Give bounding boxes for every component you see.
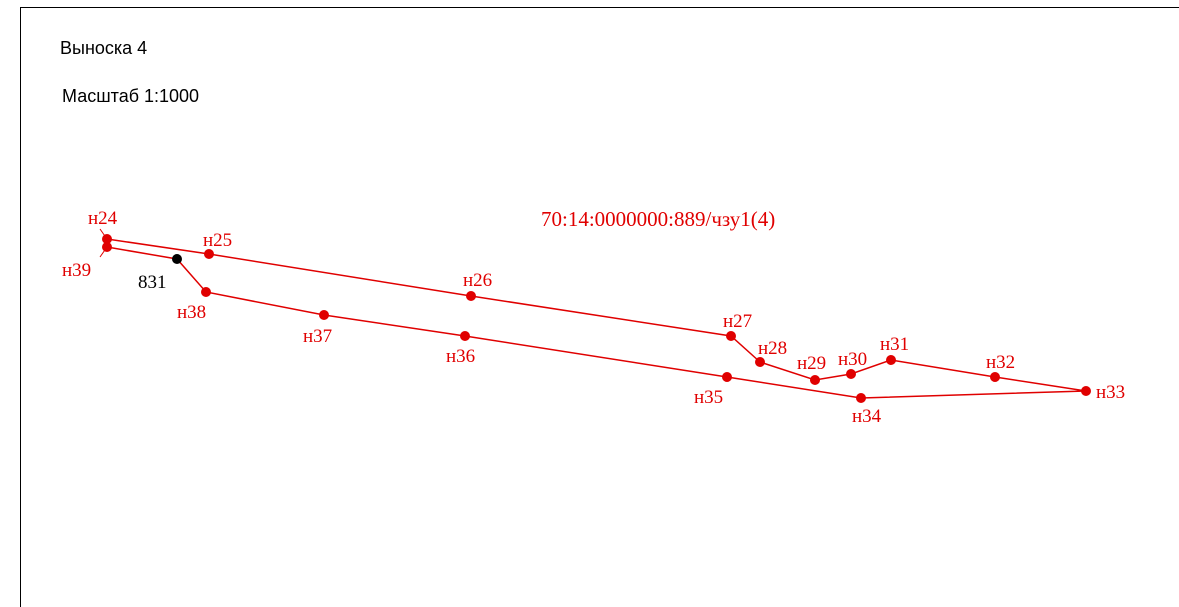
- vertex-831: [172, 254, 182, 264]
- label-n39: н39: [62, 260, 91, 281]
- label-n29: н29: [797, 353, 826, 374]
- parcel-plan: 70:14:0000000:889/чзу1(4) н24 н39 н25 83…: [62, 207, 1125, 427]
- callout-title: Выноска 4: [60, 38, 148, 58]
- scale-label: Масштаб 1:1000: [62, 86, 200, 106]
- label-n37: н37: [303, 326, 332, 347]
- label-n25: н25: [203, 230, 232, 251]
- vertex-n35: [722, 372, 732, 382]
- vertex-n26: [466, 291, 476, 301]
- label-n33: н33: [1096, 382, 1125, 403]
- vertex-n32: [990, 372, 1000, 382]
- label-n27: н27: [723, 311, 752, 332]
- label-n30: н30: [838, 349, 867, 370]
- label-n32: н32: [986, 352, 1015, 373]
- vertex-n24: [102, 234, 112, 244]
- label-n35: н35: [694, 387, 723, 408]
- label-831: 831: [138, 272, 167, 293]
- vertex-n34: [856, 393, 866, 403]
- label-n24: н24: [88, 208, 118, 229]
- vertex-n37: [319, 310, 329, 320]
- vertex-n38: [201, 287, 211, 297]
- cadastral-number-label: 70:14:0000000:889/чзу1(4): [541, 207, 775, 231]
- label-n31: н31: [880, 334, 909, 355]
- label-n36: н36: [446, 346, 475, 367]
- vertex-n29: [810, 375, 820, 385]
- label-n34: н34: [852, 406, 882, 427]
- map-frame: [20, 7, 1179, 607]
- vertex-n39: [102, 242, 112, 252]
- label-n26: н26: [463, 270, 492, 291]
- vertex-n28: [755, 357, 765, 367]
- label-n38: н38: [177, 302, 206, 323]
- vertex-n30: [846, 369, 856, 379]
- vertex-n27: [726, 331, 736, 341]
- vertex-n25: [204, 249, 214, 259]
- vertex-n33: [1081, 386, 1091, 396]
- label-n28: н28: [758, 338, 787, 359]
- vertex-n31: [886, 355, 896, 365]
- parcel-boundary: [106, 238, 1087, 399]
- vertex-n36: [460, 331, 470, 341]
